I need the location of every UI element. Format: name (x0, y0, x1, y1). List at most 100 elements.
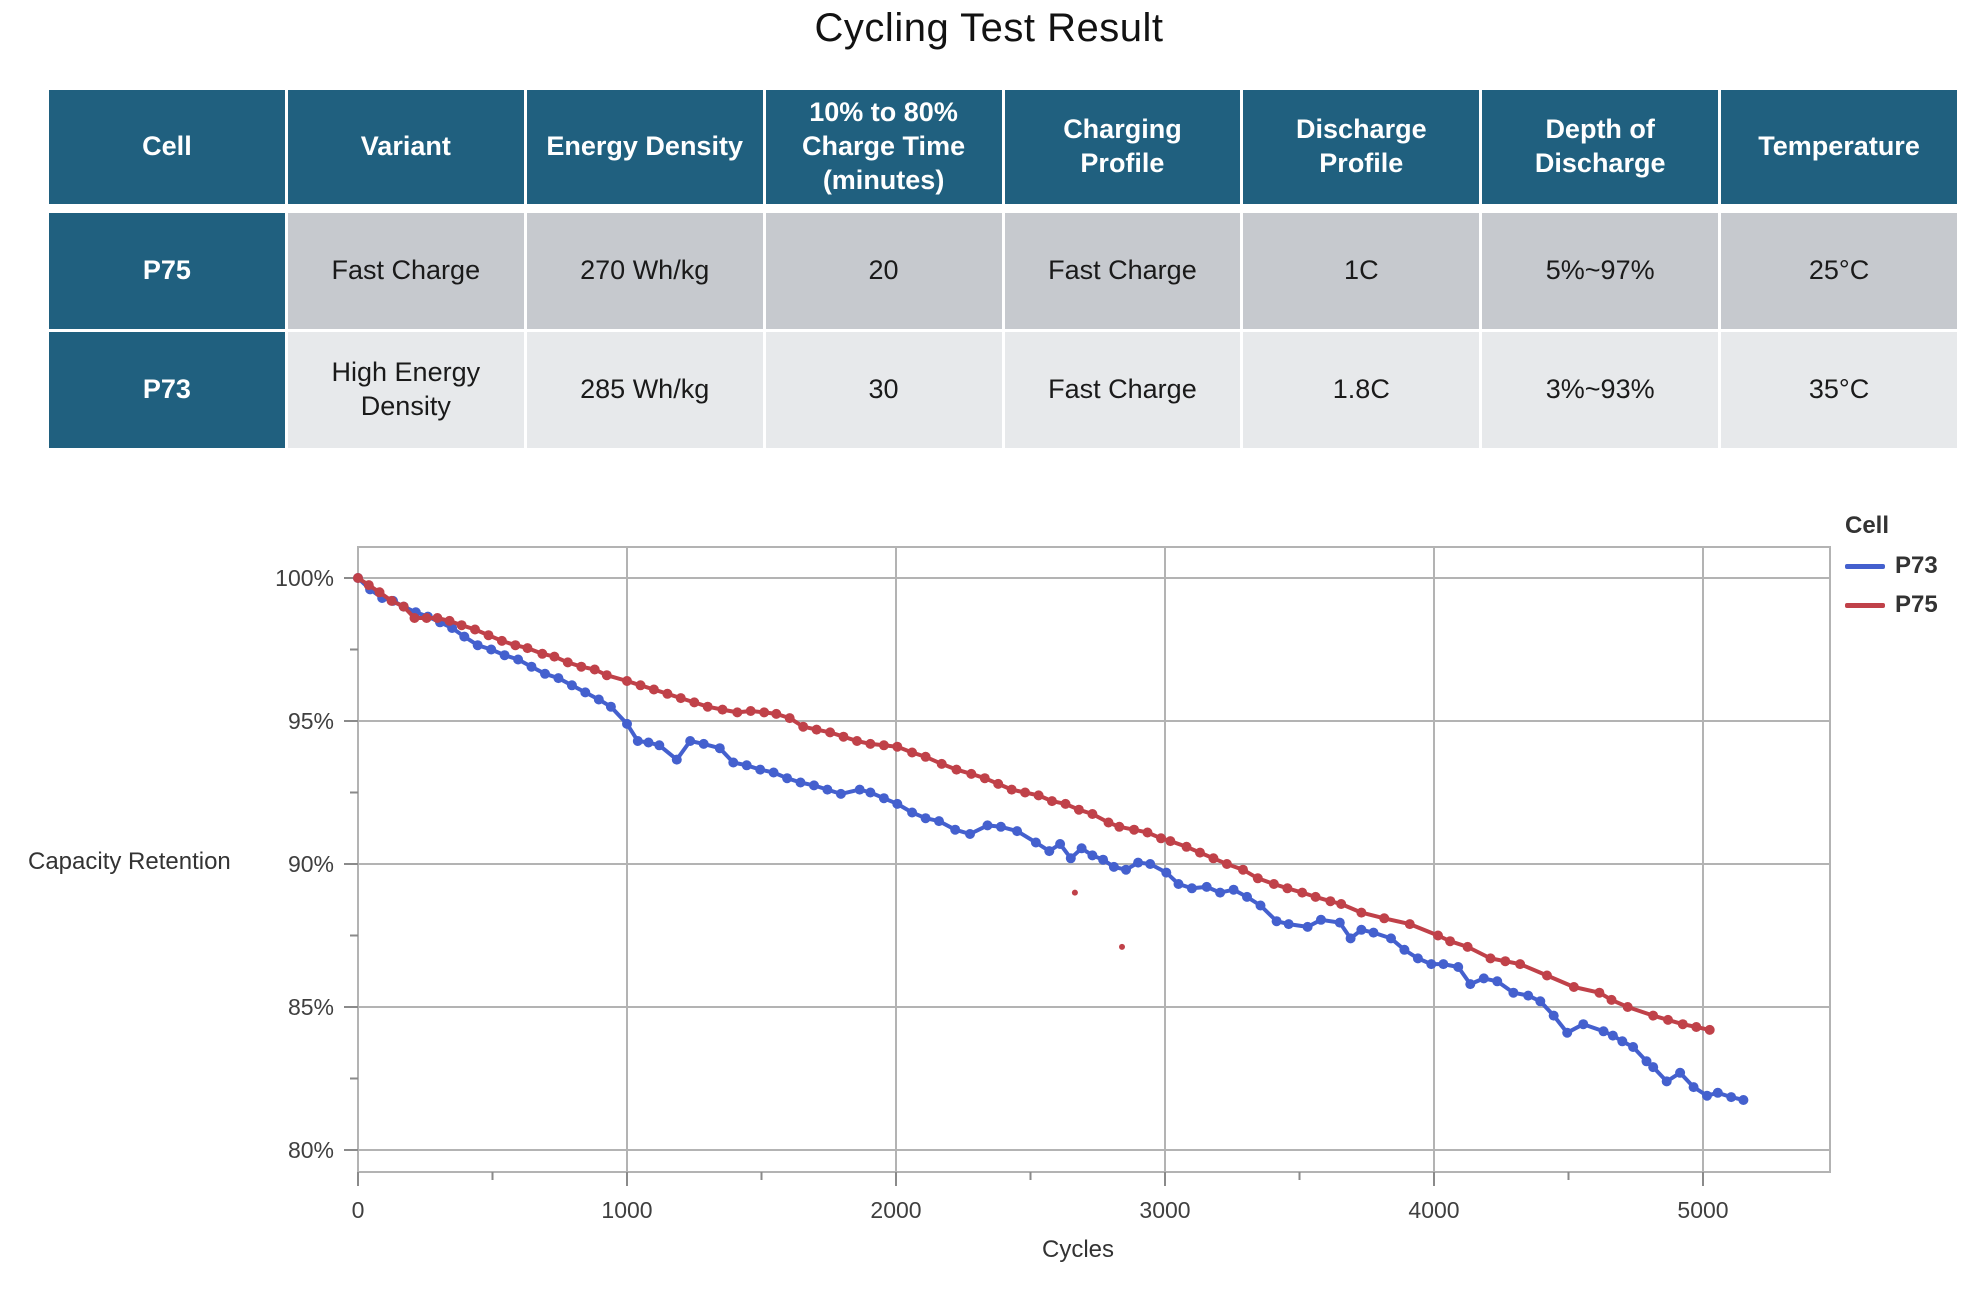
data-point-p73 (643, 737, 654, 748)
x-tick-label: 4000 (1408, 1197, 1459, 1223)
data-point-p73 (809, 780, 819, 791)
data-point-p75 (1020, 787, 1031, 798)
data-point-p75 (353, 573, 363, 583)
data-point-p73 (1255, 900, 1266, 911)
data-point-p75 (635, 680, 646, 691)
data-point-p75 (1129, 824, 1140, 835)
data-point-p73 (1478, 973, 1489, 984)
data-point-p75 (1622, 1002, 1633, 1012)
data-point-p73 (1492, 976, 1503, 987)
data-point-p75 (386, 595, 397, 606)
data-point-p75 (1297, 887, 1308, 898)
column-header-cell: Charging Profile (1004, 90, 1241, 210)
data-point-p75 (549, 651, 560, 662)
data-point-p75 (717, 704, 728, 715)
data-point-p73 (1465, 979, 1476, 990)
p73-line-swatch (1845, 563, 1885, 569)
data-point-p73 (1186, 883, 1197, 894)
data-point-p73 (1201, 881, 1212, 892)
plot-border (357, 546, 1831, 1173)
x-tick-label: 1000 (601, 1197, 652, 1223)
data-point-p73 (1302, 921, 1313, 932)
data-point-p75 (622, 676, 632, 686)
data-point-p75 (1103, 817, 1114, 828)
data-point-p73 (1508, 987, 1519, 998)
data-point-p73 (685, 736, 696, 746)
data-point-p73 (1356, 924, 1367, 935)
table-cell: 35°C (1721, 332, 1957, 448)
data-point-p75 (1073, 804, 1084, 815)
legend-item-p75: P75 (1845, 591, 1938, 619)
data-point-p73 (698, 738, 709, 749)
data-point-p73 (1215, 887, 1226, 898)
data-point-p73 (965, 829, 975, 839)
data-point-p73 (580, 687, 591, 698)
data-point-p75 (951, 764, 962, 775)
data-point-p75 (852, 736, 862, 746)
data-point-p75 (1356, 907, 1367, 918)
data-point-p75 (522, 643, 533, 654)
x-axis-title: Cycles (1041, 1236, 1114, 1263)
data-point-p73 (472, 640, 483, 651)
data-point-p73 (1617, 1036, 1628, 1047)
data-point-p75 (537, 648, 548, 659)
spec-table-body: P75 Fast Charge 270 Wh/kg 20 Fast Charge 1C 5%… (49, 213, 1957, 448)
data-point-p73 (892, 798, 903, 809)
y-axis-title: Capacity Retention (28, 848, 231, 875)
data-point-p75 (483, 630, 494, 641)
data-point-p75 (456, 620, 467, 631)
data-point-p73 (1386, 933, 1396, 944)
legend-label-p73: P73 (1895, 552, 1938, 579)
data-point-p73 (671, 754, 682, 765)
data-point-p75 (825, 727, 836, 738)
data-point-p75 (1282, 883, 1293, 894)
data-point-p73 (1228, 884, 1239, 895)
table-cell: Fast Charge (287, 213, 524, 329)
data-point-p73 (741, 760, 752, 771)
data-point-p75 (1114, 821, 1125, 832)
data-point-p73 (1648, 1062, 1659, 1073)
data-point-p73 (1738, 1095, 1749, 1105)
spec-table-header: Cell Variant Energy Density 10% to 80% Char… (49, 90, 1957, 210)
data-point-p73 (1702, 1090, 1712, 1101)
data-point-p75 (1568, 982, 1579, 992)
data-point-p73 (593, 694, 604, 705)
data-point-p73 (486, 644, 497, 655)
data-point-p75 (1379, 913, 1390, 924)
data-point-p75 (865, 738, 876, 749)
data-point-p75 (1181, 841, 1192, 852)
data-point-p75 (1033, 790, 1044, 801)
table-cell: High Energy Density (287, 332, 524, 448)
data-point-p75 (444, 615, 455, 626)
data-point-p73 (714, 743, 725, 754)
data-point-p75 (1047, 796, 1057, 807)
column-header-cell: Temperature (1721, 90, 1957, 210)
data-point-p73 (1438, 959, 1449, 970)
data-point-p73 (920, 813, 931, 824)
data-point-p73 (1283, 919, 1294, 930)
table-cell: 285 Wh/kg (526, 332, 763, 448)
column-header-cell: Variant (287, 90, 524, 210)
data-point-p75 (1060, 798, 1071, 809)
data-point-p75 (966, 768, 977, 779)
data-point-p75 (1594, 987, 1605, 998)
data-point-p73 (995, 821, 1006, 832)
data-point-p75 (745, 706, 756, 716)
data-point-p75 (1310, 891, 1321, 902)
data-point-p73 (768, 767, 779, 778)
table-cell: 30 (765, 332, 1002, 448)
data-point-p75 (510, 640, 521, 651)
data-point-p75 (979, 773, 990, 784)
row-header-cell: P73 (49, 332, 285, 448)
data-point-p75 (363, 580, 374, 591)
outlier-point-p75 (1119, 943, 1125, 950)
data-point-p75 (589, 664, 600, 675)
data-point-p73 (1242, 891, 1252, 902)
data-point-p73 (1316, 914, 1326, 925)
data-point-p73 (622, 718, 632, 729)
column-header-cell: Discharge Profile (1243, 90, 1480, 210)
data-point-p75 (920, 751, 931, 762)
data-point-p75 (732, 707, 743, 718)
data-point-p73 (1030, 837, 1041, 848)
data-point-p73 (540, 668, 550, 679)
